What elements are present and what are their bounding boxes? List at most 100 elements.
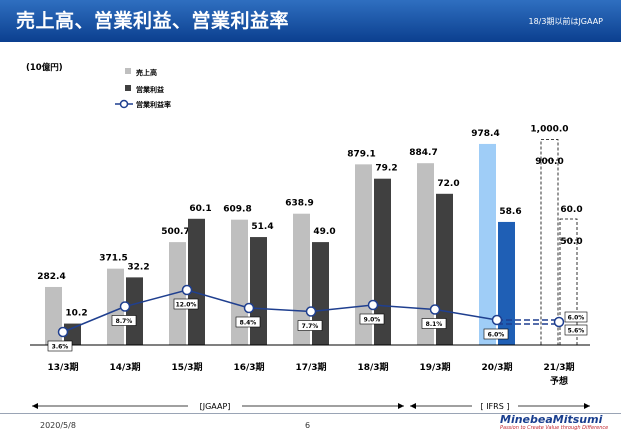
bar-sales bbox=[107, 268, 124, 345]
margin-marker bbox=[367, 299, 379, 311]
op-data-label: 51.4 bbox=[251, 222, 273, 232]
legend-swatch-sales bbox=[125, 68, 131, 74]
sales-data-label: 500.7 bbox=[161, 227, 189, 237]
page-title: 売上高、営業利益、営業利益率 bbox=[16, 10, 290, 32]
forecast-sales-box bbox=[540, 139, 559, 346]
margin-line bbox=[62, 289, 498, 333]
category-label: 14/3期 bbox=[109, 361, 140, 373]
op-data-label: 79.2 bbox=[375, 164, 397, 174]
forecast-sales-low-label: 900.0 bbox=[535, 157, 563, 167]
forecast-margin-high-label: 6.0% bbox=[568, 315, 585, 322]
bar-operating-income bbox=[312, 242, 329, 345]
category-sublabel: 予想 bbox=[550, 375, 568, 387]
bar-operating-income bbox=[250, 237, 267, 345]
margin-data-label: 9.0% bbox=[364, 317, 381, 324]
bar-operating-income bbox=[64, 323, 81, 345]
category-label: 19/3期 bbox=[419, 361, 450, 373]
op-data-label: 72.0 bbox=[437, 179, 459, 189]
ifrs-era-label: [ IFRS ] bbox=[481, 402, 510, 411]
forecast-margin-low-label: 5.6% bbox=[568, 328, 585, 335]
category-label: 21/3期 bbox=[543, 361, 574, 373]
legend-label-sales: 売上高 bbox=[136, 68, 157, 77]
margin-data-label: 12.0% bbox=[176, 302, 197, 309]
margin-data-label: 8.1% bbox=[426, 321, 443, 328]
category-label: 15/3期 bbox=[171, 361, 202, 373]
op-data-label: 32.2 bbox=[127, 262, 149, 272]
margin-label-box bbox=[421, 318, 447, 329]
bar-sales bbox=[45, 286, 62, 345]
margin-label-box bbox=[47, 340, 73, 352]
margin-data-label: 7.7% bbox=[302, 323, 319, 330]
margin-data-label: 6.0% bbox=[488, 332, 505, 339]
ifrs-arrow-left bbox=[410, 403, 416, 409]
bar-operating-income bbox=[436, 193, 453, 345]
unit-label: (10億円) bbox=[26, 62, 63, 73]
footer-date: 2020/5/8 bbox=[40, 421, 76, 430]
margin-label-box bbox=[111, 315, 137, 326]
bar-operating-income bbox=[374, 178, 391, 345]
bar-sales bbox=[293, 213, 310, 345]
legend-label-margin: 営業利益率 bbox=[136, 100, 171, 109]
accounting-note: 18/3期以前はJGAAP bbox=[528, 17, 603, 26]
sales-data-label: 638.9 bbox=[285, 199, 313, 209]
margin-label-box bbox=[359, 313, 385, 325]
margin-marker bbox=[429, 304, 441, 315]
margin-marker bbox=[119, 301, 131, 312]
sales-data-label: 282.4 bbox=[37, 272, 65, 282]
margin-forecast-marker bbox=[553, 316, 565, 328]
op-data-label: 10.2 bbox=[65, 309, 87, 319]
jgaap-arrow-right bbox=[398, 403, 404, 409]
margin-marker bbox=[57, 326, 69, 338]
category-label: 18/3期 bbox=[357, 361, 388, 373]
margin-marker bbox=[305, 306, 317, 317]
margin-data-label: 3.6% bbox=[52, 344, 69, 351]
category-label: 16/3期 bbox=[233, 361, 264, 373]
page-number: 6 bbox=[305, 421, 311, 430]
sales-data-label: 609.8 bbox=[223, 205, 251, 215]
legend-swatch-op bbox=[125, 85, 131, 91]
sales-data-label: 879.1 bbox=[347, 149, 375, 159]
jgaap-arrow-left bbox=[32, 403, 38, 409]
category-label: 13/3期 bbox=[47, 361, 78, 373]
margin-label-box bbox=[483, 328, 509, 340]
sales-data-label: 371.5 bbox=[99, 254, 127, 264]
ifrs-arrow-right bbox=[584, 403, 590, 409]
logo-tagline: Passion to Create Value through Differen… bbox=[500, 425, 609, 431]
forecast-margin-high-box bbox=[564, 311, 588, 323]
op-data-label: 49.0 bbox=[313, 227, 335, 237]
bar-sales bbox=[169, 242, 186, 345]
category-label: 20/3期 bbox=[481, 361, 512, 373]
ifrs-label-bg bbox=[472, 400, 518, 411]
bar-operating-income bbox=[498, 221, 515, 345]
op-data-label: 58.6 bbox=[499, 207, 521, 217]
margin-label-box bbox=[297, 320, 323, 331]
logo-text: MinebeaMitsumi bbox=[500, 413, 603, 426]
margin-marker bbox=[491, 314, 503, 326]
category-label: 17/3期 bbox=[295, 361, 326, 373]
bar-operating-income bbox=[126, 277, 143, 345]
jgaap-label-bg bbox=[188, 400, 242, 411]
margin-marker bbox=[243, 302, 255, 314]
margin-label-box bbox=[173, 298, 199, 310]
bar-sales bbox=[417, 163, 434, 345]
margin-data-label: 8.7% bbox=[116, 318, 133, 325]
jgaap-era-label: [JGAAP] bbox=[200, 402, 231, 411]
company-logo: MinebeaMitsumi Passion to Create Value t… bbox=[500, 413, 615, 431]
op-data-label: 60.1 bbox=[189, 204, 211, 214]
forecast-op-high-label: 60.0 bbox=[560, 205, 582, 215]
bar-operating-income bbox=[188, 218, 205, 345]
margin-label-box bbox=[235, 316, 261, 328]
legend-label-op: 営業利益 bbox=[136, 85, 164, 94]
forecast-op-low-label: 50.0 bbox=[560, 237, 582, 247]
bar-sales bbox=[231, 219, 248, 345]
margin-marker bbox=[181, 284, 193, 296]
bar-sales bbox=[479, 143, 496, 345]
legend-marker-margin bbox=[119, 99, 129, 109]
sales-data-label: 978.4 bbox=[471, 129, 499, 139]
footer-divider bbox=[0, 413, 621, 414]
slide-header: 売上高、営業利益、営業利益率 18/3期以前はJGAAP bbox=[0, 0, 621, 42]
forecast-sales-high-label: 1,000.0 bbox=[530, 125, 568, 135]
margin-data-label: 8.4% bbox=[240, 320, 257, 327]
forecast-margin-low-box bbox=[564, 324, 588, 336]
